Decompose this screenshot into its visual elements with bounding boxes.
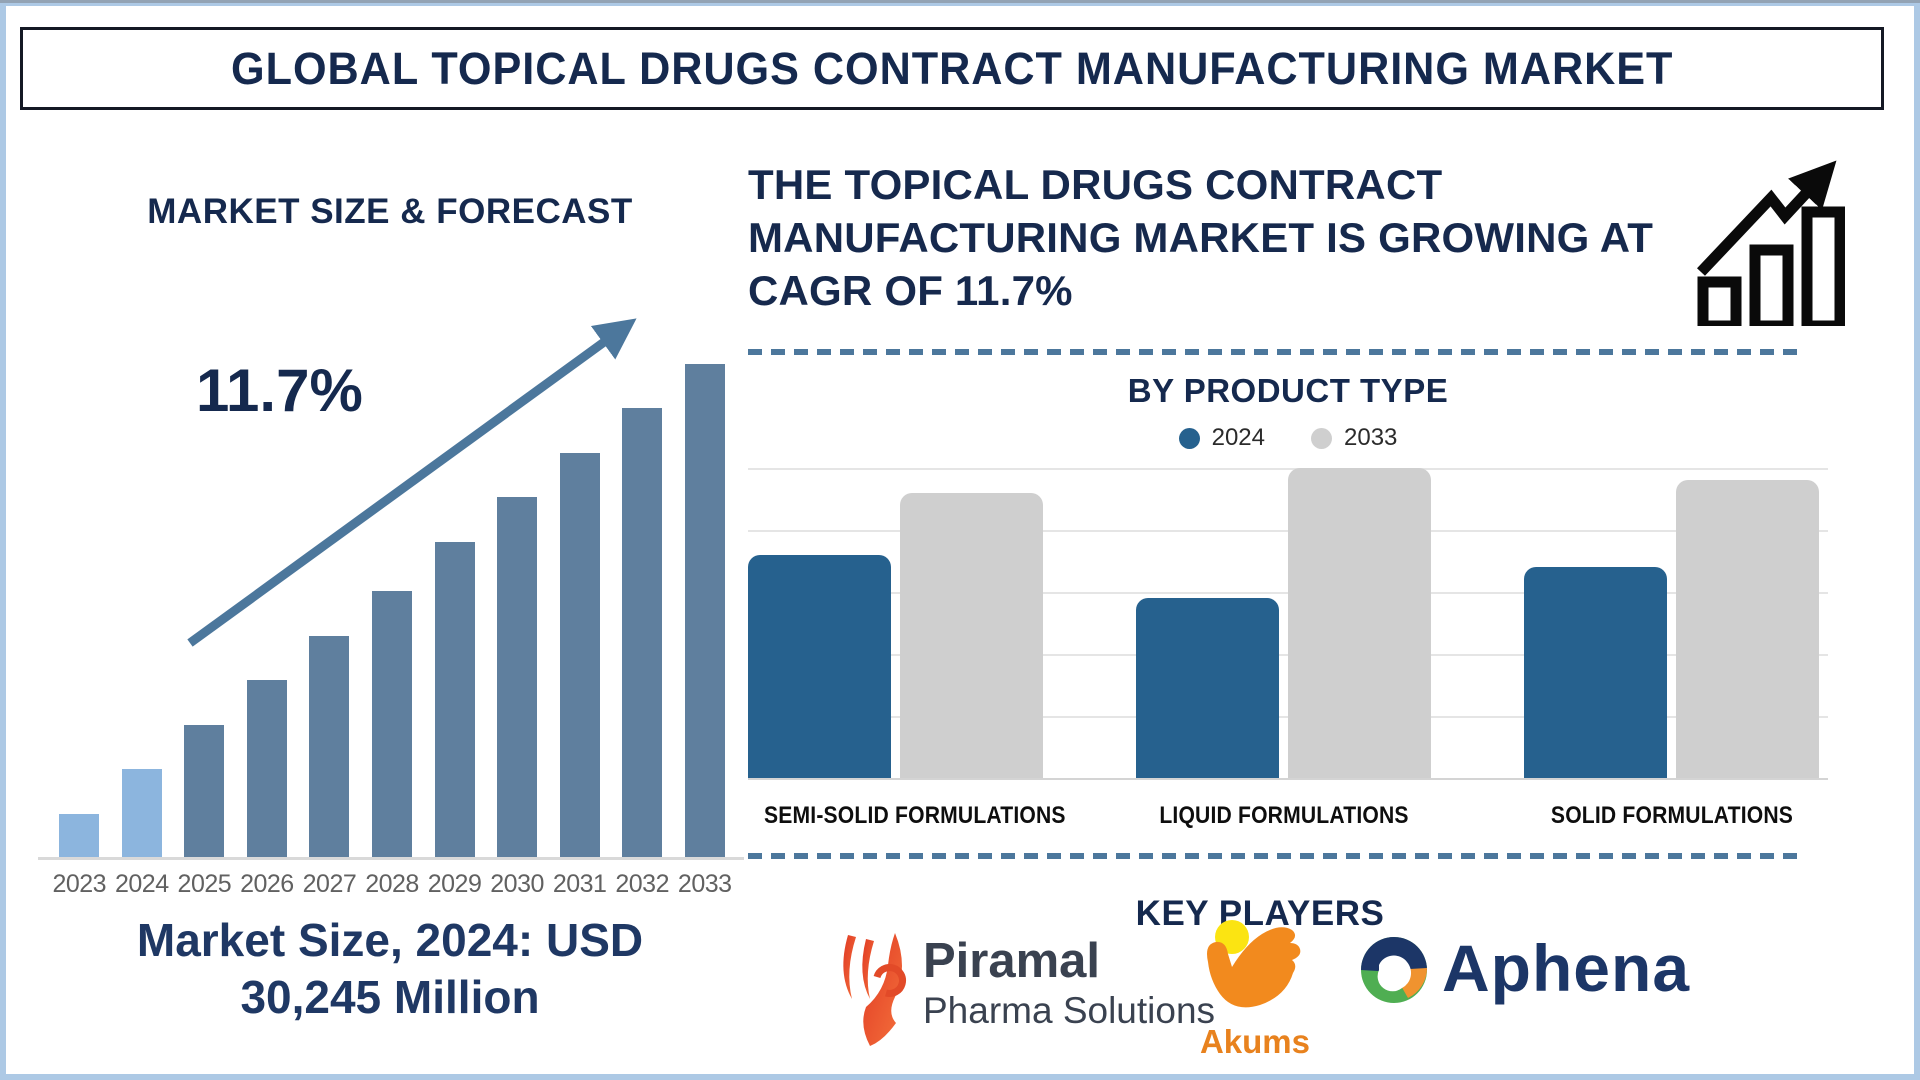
legend-label-2033: 2033 — [1344, 424, 1398, 451]
forecast-bar-2033 — [684, 364, 725, 858]
product-chart-legend: 2024 2033 — [748, 424, 1828, 452]
bar-2033-liquid-formulations — [1288, 468, 1431, 778]
forecast-bar-2032 — [622, 408, 663, 858]
product-chart-baseline — [748, 778, 1828, 780]
forecast-bar-2028 — [372, 591, 412, 858]
piramal-text-block: Piramal Pharma Solutions — [923, 933, 1215, 1049]
forecast-bar-2023 — [59, 814, 100, 858]
dashed-divider-top — [748, 349, 1803, 355]
forecast-bar-col-2026 — [236, 364, 299, 858]
legend-dot-2024 — [1178, 427, 1200, 449]
legend-item-2024: 2024 — [1178, 424, 1265, 452]
bar-2024-liquid-formulations — [1136, 598, 1279, 778]
forecast-x-label-2029: 2029 — [427, 870, 482, 898]
cagr-value-label: 11.7% — [196, 357, 363, 424]
market-size-caption: Market Size, 2024: USD 30,245 Million — [30, 912, 750, 1026]
forecast-bar-col-2031 — [548, 364, 611, 858]
forecast-x-label-2025: 2025 — [177, 870, 232, 898]
forecast-bar-2031 — [559, 453, 600, 858]
forecast-bar-col-2025 — [173, 364, 236, 858]
legend-dot-2033 — [1311, 427, 1332, 449]
forecast-bar-2029 — [434, 542, 475, 858]
product-category-label-1: SEMI-SOLID FORMULATIONS — [764, 802, 1066, 829]
forecast-x-label-2030: 2030 — [490, 870, 544, 898]
forecast-bar-col-2029 — [423, 364, 486, 858]
product-group-liquid-formulations — [1136, 468, 1431, 778]
forecast-x-label-2024: 2024 — [115, 870, 169, 898]
logo-akums: Akums — [1190, 920, 1320, 1061]
product-type-title: BY PRODUCT TYPE — [1127, 372, 1449, 409]
forecast-bar-col-2032 — [611, 364, 674, 858]
forecast-x-axis-labels: 2023 2024 2025 2026 2027 2028 2029 2030 2031 2032… — [48, 870, 736, 899]
title-box: GLOBAL TOPICAL DRUGS CONTRACT MANUFACTUR… — [20, 27, 1884, 110]
forecast-x-label-2031: 2031 — [552, 870, 607, 898]
product-group-semi-solid-formulations — [748, 493, 1043, 778]
forecast-x-axis — [38, 857, 744, 860]
piramal-subtext: Pharma Solutions — [923, 990, 1216, 1031]
forecast-bar-col-2030 — [486, 364, 549, 858]
forecast-bar-2030 — [497, 497, 538, 858]
forecast-x-label-2032: 2032 — [615, 870, 669, 898]
forecast-x-label-2023: 2023 — [52, 870, 107, 898]
key-players-title: KEY PLAYERS — [1135, 894, 1385, 933]
product-type-bar-chart — [748, 468, 1828, 778]
piramal-wordmark: Piramal — [923, 934, 1101, 988]
market-forecast-bar-chart — [48, 364, 736, 858]
forecast-bar-2025 — [184, 725, 225, 858]
forecast-bar-2026 — [246, 680, 287, 858]
forecast-x-label-2028: 2028 — [365, 870, 419, 898]
product-group-solid-formulations — [1524, 480, 1819, 778]
forecast-bar-col-2028 — [361, 364, 424, 858]
product-category-label-2: LIQUID FORMULATIONS — [1159, 802, 1409, 829]
cagr-headline-line3: CAGR OF 11.7% — [748, 267, 1073, 314]
top-edge-line — [0, 0, 1920, 3]
forecast-heading: MARKET SIZE & FORECAST — [147, 192, 633, 231]
forecast-bar-col-2024 — [111, 364, 174, 858]
market-size-caption-line2: 30,245 Million — [240, 971, 540, 1023]
page-title: GLOBAL TOPICAL DRUGS CONTRACT MANUFACTUR… — [230, 42, 1674, 94]
aphena-wordmark: Aphena — [1442, 931, 1691, 1005]
forecast-bar-2027 — [309, 636, 350, 858]
logo-aphena: Aphena — [1356, 930, 1690, 1006]
piramal-flame-icon — [843, 933, 907, 1046]
logo-piramal: Piramal Pharma Solutions — [835, 933, 1215, 1049]
akums-wordmark: Akums — [1199, 1023, 1311, 1060]
legend-item-2033: 2033 — [1311, 424, 1397, 452]
forecast-x-label-2033: 2033 — [677, 870, 732, 898]
bar-2033-semi-solid-formulations — [900, 493, 1043, 778]
product-category-labels: SEMI-SOLID FORMULATIONS LIQUID FORMULATIO… — [748, 802, 1828, 842]
forecast-bar-col-2033 — [673, 364, 736, 858]
aphena-swirl-icon — [1361, 937, 1428, 1003]
cagr-headline-line1: THE TOPICAL DRUGS CONTRACT — [748, 161, 1443, 208]
forecast-bar-col-2023 — [48, 364, 111, 858]
product-category-label-3: SOLID FORMULATIONS — [1550, 802, 1794, 829]
forecast-x-label-2027: 2027 — [302, 870, 357, 898]
cagr-headline-line2: MANUFACTURING MARKET IS GROWING AT — [748, 214, 1654, 261]
legend-label-2024: 2024 — [1211, 424, 1265, 451]
forecast-bar-2024 — [121, 769, 162, 858]
growth-trend-arrow — [187, 318, 637, 647]
dashed-divider-bottom — [748, 853, 1803, 859]
bar-2033-solid-formulations — [1676, 480, 1819, 778]
forecast-bar-col-2027 — [298, 364, 361, 858]
bar-2024-solid-formulations — [1524, 567, 1667, 778]
forecast-x-label-2026: 2026 — [240, 870, 294, 898]
bar-2024-semi-solid-formulations — [748, 555, 891, 778]
akums-hand-sun-icon — [1207, 920, 1301, 1008]
rising-bar-chart-arrow-icon — [1697, 160, 1845, 326]
cagr-headline: THE TOPICAL DRUGS CONTRACT MANUFACTURING… — [748, 158, 1688, 317]
market-size-caption-line1: Market Size, 2024: USD — [136, 914, 644, 966]
